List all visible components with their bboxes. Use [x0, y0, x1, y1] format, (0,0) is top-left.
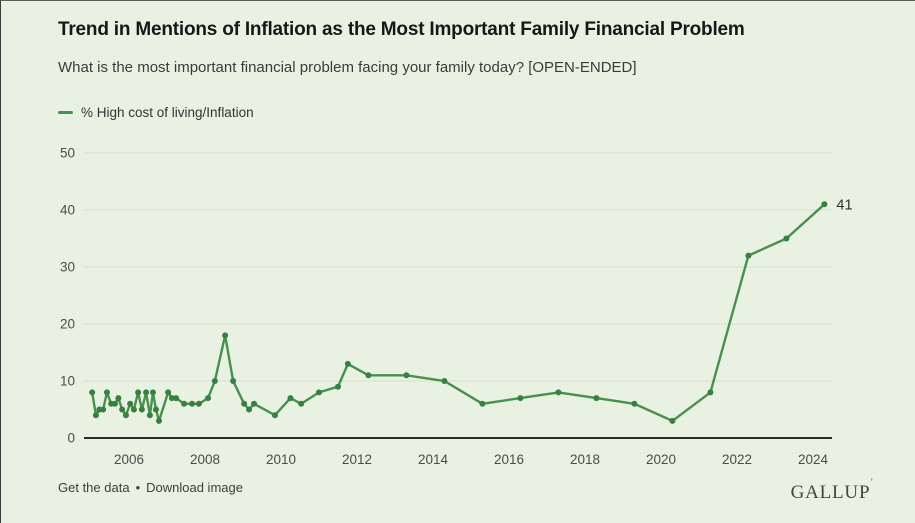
legend-label: % High cost of living/Inflation: [81, 105, 254, 120]
data-point: [122, 412, 129, 419]
data-point: [100, 406, 107, 413]
y-tick-label: 50: [60, 146, 75, 161]
data-point: [119, 406, 126, 413]
chart-title: Trend in Mentions of Inflation as the Mo…: [58, 19, 745, 40]
x-tick-label: 2014: [418, 452, 449, 467]
data-point: [92, 412, 99, 419]
y-tick-label: 20: [60, 317, 75, 332]
legend: % High cost of living/Inflation: [58, 105, 254, 120]
data-point: [181, 400, 188, 407]
data-point: [271, 412, 278, 419]
data-point: [146, 412, 153, 419]
data-point: [165, 389, 172, 396]
data-point: [143, 389, 150, 396]
data-point: [211, 378, 218, 384]
data-point: [555, 389, 562, 396]
data-point: [195, 400, 202, 407]
data-point: [287, 395, 294, 402]
data-point: [403, 372, 410, 379]
trademark-mark: ʼ: [870, 477, 873, 486]
x-tick-label: 2020: [646, 452, 676, 467]
footer-links: Get the data • Download image: [58, 480, 243, 495]
data-point: [149, 389, 156, 396]
data-point: [298, 400, 305, 407]
data-point: [135, 389, 142, 396]
data-point: [230, 378, 237, 384]
data-point: [152, 406, 159, 413]
data-point: [316, 389, 322, 396]
data-point: [517, 395, 524, 402]
x-tick-label: 2022: [722, 452, 752, 467]
x-tick-label: 2006: [114, 452, 144, 467]
data-point: [593, 395, 600, 402]
footer-separator: •: [135, 480, 141, 495]
gallup-logo: GALLUPʼ: [791, 477, 873, 504]
y-tick-label: 40: [60, 203, 75, 218]
x-tick-label: 2008: [190, 452, 220, 467]
data-point: [821, 201, 828, 208]
data-point: [189, 400, 196, 407]
y-tick-label: 30: [60, 260, 75, 275]
download-image-link[interactable]: Download image: [146, 480, 243, 495]
data-point: [89, 389, 96, 396]
x-tick-label: 2018: [570, 452, 600, 467]
data-point: [173, 395, 180, 402]
trend-line: [90, 203, 826, 423]
x-tick-label: 2024: [798, 452, 829, 467]
data-point: [631, 400, 638, 407]
chart-subtitle: What is the most important financial pro…: [58, 59, 637, 76]
data-point: [130, 406, 137, 413]
data-point: [251, 400, 258, 407]
data-point: [783, 235, 790, 242]
data-point: [103, 389, 110, 396]
data-point: [156, 417, 163, 424]
data-point: [344, 360, 351, 367]
end-value-label: 41: [836, 197, 852, 213]
data-point: [205, 395, 212, 402]
data-point: [335, 383, 341, 390]
data-point: [168, 395, 175, 402]
data-point: [745, 252, 752, 259]
x-tick-label: 2012: [342, 452, 372, 467]
data-point: [669, 417, 676, 424]
data-point: [138, 406, 145, 413]
data-point: [246, 406, 253, 413]
gallup-wordmark: GALLUP: [790, 482, 871, 503]
x-tick-label: 2010: [266, 452, 296, 467]
data-point: [479, 400, 486, 407]
data-point: [441, 378, 448, 384]
legend-line-icon: [58, 111, 73, 114]
data-point: [365, 372, 372, 379]
data-point: [241, 400, 248, 407]
data-point: [222, 332, 229, 339]
data-point: [707, 389, 714, 396]
x-tick-label: 2016: [494, 452, 524, 467]
get-the-data-link[interactable]: Get the data: [58, 480, 130, 495]
data-point: [127, 400, 134, 407]
y-tick-label: 10: [60, 374, 75, 389]
data-point: [115, 395, 122, 402]
y-tick-label: 0: [67, 431, 75, 446]
data-point: [111, 400, 118, 407]
